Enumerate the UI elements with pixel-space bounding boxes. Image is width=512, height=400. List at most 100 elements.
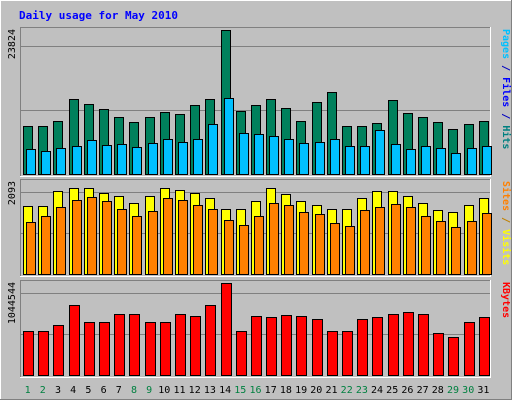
- y-axis-title-part: Sites: [500, 181, 512, 211]
- bar-kbytes-day-22: [342, 331, 353, 376]
- bar-files-day-1: [26, 149, 36, 175]
- day-labels: 1 2 3 4 5 6 7 8 9 10 11 12 13 14 15 16 17 18 19 20 21 22 23 24 2…: [25, 385, 490, 396]
- bar-sites-day-5: [87, 197, 97, 275]
- day-label-18: 18: [280, 385, 292, 396]
- bar-sites-day-9: [148, 211, 158, 275]
- y-axis-title-part: /: [500, 211, 511, 229]
- bar-files-day-20: [315, 142, 325, 175]
- day-label-22: 22: [341, 385, 353, 396]
- bar-files-day-18: [284, 139, 294, 175]
- bar-files-day-8: [132, 147, 142, 175]
- chart-panels: 23824 Pages / Files / Hits 2093 Sites / Vis…: [7, 27, 512, 378]
- bar-files-day-24: [375, 130, 385, 175]
- bar-kbytes-day-28: [433, 333, 444, 376]
- y-axis-title: Pages / Files / Hits: [500, 29, 512, 149]
- bar-kbytes-day-4: [69, 305, 80, 376]
- bar-sites-day-2: [41, 216, 51, 275]
- bar-sites-day-13: [208, 209, 218, 275]
- bar-sites-day-14: [224, 220, 234, 275]
- bar-files-day-12: [193, 139, 203, 175]
- bar-kbytes-day-29: [448, 337, 459, 376]
- bar-files-day-26: [406, 149, 416, 175]
- bar-kbytes-day-27: [418, 314, 429, 376]
- bar-kbytes-day-6: [99, 322, 110, 376]
- bar-kbytes-day-14: [221, 283, 232, 376]
- bar-files-day-10: [163, 139, 173, 175]
- bar-sites-day-20: [315, 214, 325, 275]
- day-label-30: 30: [462, 385, 474, 396]
- chart-title: Daily usage for May 2010: [19, 9, 178, 22]
- bar-kbytes-day-16: [251, 316, 262, 376]
- panel-visits-sites: 2093 Sites / Visits: [7, 179, 512, 277]
- day-label-13: 13: [204, 385, 216, 396]
- day-label-12: 12: [189, 385, 201, 396]
- bar-kbytes-day-10: [160, 322, 171, 376]
- bar-sites-day-16: [254, 216, 264, 275]
- bar-files-day-14: [224, 98, 234, 175]
- bar-files-day-15: [239, 133, 249, 175]
- bar-files-day-25: [391, 144, 401, 175]
- panel-kbytes: 1044544 KBytes: [7, 280, 511, 378]
- bar-sites-day-10: [163, 198, 173, 275]
- y-axis-title-part: Files: [500, 77, 512, 107]
- day-label-17: 17: [265, 385, 277, 396]
- bar-kbytes-day-17: [266, 317, 277, 376]
- bar-kbytes-day-20: [312, 319, 323, 376]
- day-label-7: 7: [116, 385, 122, 396]
- day-label-1: 1: [25, 385, 31, 396]
- y-max-label: 1044544: [7, 282, 18, 324]
- bar-files-day-22: [345, 146, 355, 175]
- bar-kbytes-day-19: [296, 316, 307, 376]
- bar-sites-day-22: [345, 226, 355, 275]
- bars-kbytes: [23, 283, 490, 376]
- y-axis-title-part: Pages: [500, 29, 511, 59]
- day-label-31: 31: [477, 385, 489, 396]
- bar-sites-day-6: [102, 201, 112, 275]
- bar-kbytes-day-11: [175, 314, 186, 376]
- y-max-label: 23824: [7, 29, 18, 59]
- day-label-23: 23: [356, 385, 368, 396]
- bar-files-day-13: [208, 124, 218, 175]
- bar-sites-day-19: [299, 212, 309, 275]
- y-axis-title: KBytes: [500, 282, 511, 318]
- bar-sites-day-8: [132, 216, 142, 275]
- bar-kbytes-day-7: [114, 314, 125, 376]
- bars-pages-files-hits: [23, 30, 492, 175]
- y-axis-title-part: Hits: [500, 125, 512, 149]
- day-label-20: 20: [310, 385, 322, 396]
- bar-files-day-3: [56, 148, 66, 175]
- bar-files-day-29: [451, 153, 461, 175]
- day-label-19: 19: [295, 385, 307, 396]
- bar-sites-day-30: [467, 221, 477, 275]
- bar-sites-day-24: [375, 207, 385, 275]
- bar-kbytes-day-18: [281, 315, 292, 376]
- bar-kbytes-day-5: [84, 322, 95, 376]
- day-label-11: 11: [173, 385, 185, 396]
- day-label-14: 14: [219, 385, 231, 396]
- bar-kbytes-day-24: [372, 317, 383, 376]
- day-label-15: 15: [234, 385, 246, 396]
- bar-sites-day-17: [269, 203, 279, 275]
- day-label-25: 25: [386, 385, 398, 396]
- bar-sites-day-4: [72, 200, 82, 275]
- day-label-28: 28: [432, 385, 444, 396]
- day-label-29: 29: [447, 385, 459, 396]
- day-label-26: 26: [401, 385, 413, 396]
- bar-files-day-7: [117, 144, 127, 175]
- day-label-8: 8: [131, 385, 137, 396]
- bar-sites-day-26: [406, 207, 416, 275]
- bar-sites-day-7: [117, 209, 127, 275]
- bar-files-day-5: [87, 140, 97, 175]
- bar-kbytes-day-31: [479, 317, 490, 376]
- bar-sites-day-25: [391, 204, 401, 275]
- panel-pages-files-hits: 23824 Pages / Files / Hits: [7, 27, 512, 177]
- y-axis-title-part: /: [500, 59, 511, 77]
- day-label-2: 2: [40, 385, 46, 396]
- bar-sites-day-23: [360, 210, 370, 275]
- bar-kbytes-day-3: [53, 325, 64, 376]
- bar-sites-day-15: [239, 225, 249, 275]
- day-label-21: 21: [325, 385, 337, 396]
- day-label-9: 9: [146, 385, 152, 396]
- bar-kbytes-day-1: [23, 331, 34, 376]
